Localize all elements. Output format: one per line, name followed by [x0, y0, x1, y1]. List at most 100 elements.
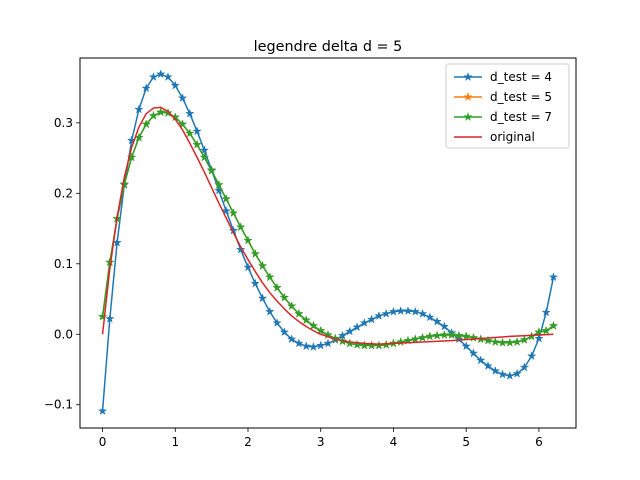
x-tick-label: 0 [99, 435, 107, 449]
data-point [286, 334, 297, 344]
legend-item: d_test = 4 [454, 70, 552, 84]
data-point [163, 72, 173, 82]
data-point [323, 338, 333, 348]
data-point [315, 340, 326, 350]
data-point [417, 308, 428, 318]
data-point [192, 126, 202, 136]
data-point [235, 244, 246, 254]
legend-item: original [454, 130, 535, 144]
data-point [294, 338, 304, 348]
data-point [170, 80, 181, 90]
data-point [148, 72, 159, 82]
legend-label: original [490, 130, 535, 144]
data-point [425, 312, 435, 322]
data-point [141, 83, 151, 93]
data-point [148, 110, 159, 120]
legend-marker [463, 71, 473, 82]
data-point [388, 306, 399, 316]
data-point [177, 119, 188, 129]
legend-box [445, 63, 570, 149]
data-point [301, 315, 311, 325]
legend-label: d_test = 5 [490, 90, 552, 104]
data-point [461, 341, 471, 351]
data-point [199, 152, 210, 162]
data-point [206, 165, 217, 175]
data-point [505, 337, 515, 347]
data-point [257, 293, 268, 303]
data-point [352, 322, 362, 332]
data-point [214, 179, 224, 189]
data-point [265, 272, 275, 282]
x-tick-label: 3 [317, 435, 325, 449]
x-tick-label: 2 [244, 435, 252, 449]
data-point [97, 406, 108, 416]
x-tick-label: 5 [462, 435, 470, 449]
data-point [483, 335, 493, 345]
data-point [483, 360, 493, 371]
legend-label: d_test = 4 [490, 70, 552, 84]
y-axis: −0.1 0.0 0.1 0.2 0.3 [44, 116, 80, 412]
data-point [468, 348, 479, 358]
data-point [279, 292, 290, 302]
x-tick-label: 6 [535, 435, 543, 449]
data-point [461, 331, 471, 341]
data-point [192, 139, 202, 149]
data-point [541, 307, 551, 317]
data-point [294, 308, 304, 318]
data-point [359, 317, 370, 328]
data-point [257, 260, 268, 270]
data-point [235, 222, 246, 232]
data-point [97, 311, 108, 321]
data-point [366, 314, 377, 324]
data-point [308, 341, 319, 352]
data-point [497, 369, 508, 379]
y-tick-label: 0.2 [54, 186, 73, 200]
data-point [134, 104, 144, 114]
data-point [512, 337, 522, 347]
data-point [301, 341, 311, 351]
legend-marker [463, 91, 473, 102]
data-point [228, 208, 239, 218]
data-point [185, 128, 195, 138]
data-point [425, 331, 435, 341]
series-original [101, 106, 554, 345]
data-point [141, 119, 151, 129]
data-point [505, 370, 515, 380]
data-point [250, 278, 261, 288]
data-point [155, 107, 166, 117]
data-point [490, 337, 501, 347]
data-point [446, 329, 457, 340]
y-tick-label: 0.1 [54, 257, 73, 271]
data-point [243, 235, 253, 245]
data-point [119, 179, 130, 189]
data-point [308, 320, 319, 330]
data-point [512, 368, 522, 378]
legend-marker [463, 111, 473, 122]
plot-area [97, 69, 559, 416]
data-point [548, 320, 559, 330]
data-point [221, 205, 231, 215]
data-point [548, 272, 559, 282]
x-tick-label: 1 [171, 435, 179, 449]
data-point [432, 316, 442, 326]
data-point [345, 326, 355, 336]
data-point [541, 325, 551, 335]
data-point [526, 351, 537, 361]
data-point [410, 334, 421, 344]
data-point [243, 262, 253, 272]
data-point [381, 308, 391, 318]
data-point [374, 310, 384, 320]
data-point [490, 365, 501, 375]
y-tick-label: 0.0 [54, 327, 73, 341]
data-point [454, 330, 464, 340]
data-point [417, 332, 428, 342]
data-point [475, 355, 486, 365]
data-point [126, 152, 137, 162]
chart-title: legendre delta d = 5 [254, 39, 403, 55]
data-point [105, 313, 115, 323]
legend: d_test = 4 d_test = 5 d_test = 7 original [445, 63, 570, 149]
data-point [410, 306, 421, 316]
data-point [315, 325, 326, 335]
legend-label: d_test = 7 [490, 110, 552, 124]
data-point [177, 93, 188, 103]
